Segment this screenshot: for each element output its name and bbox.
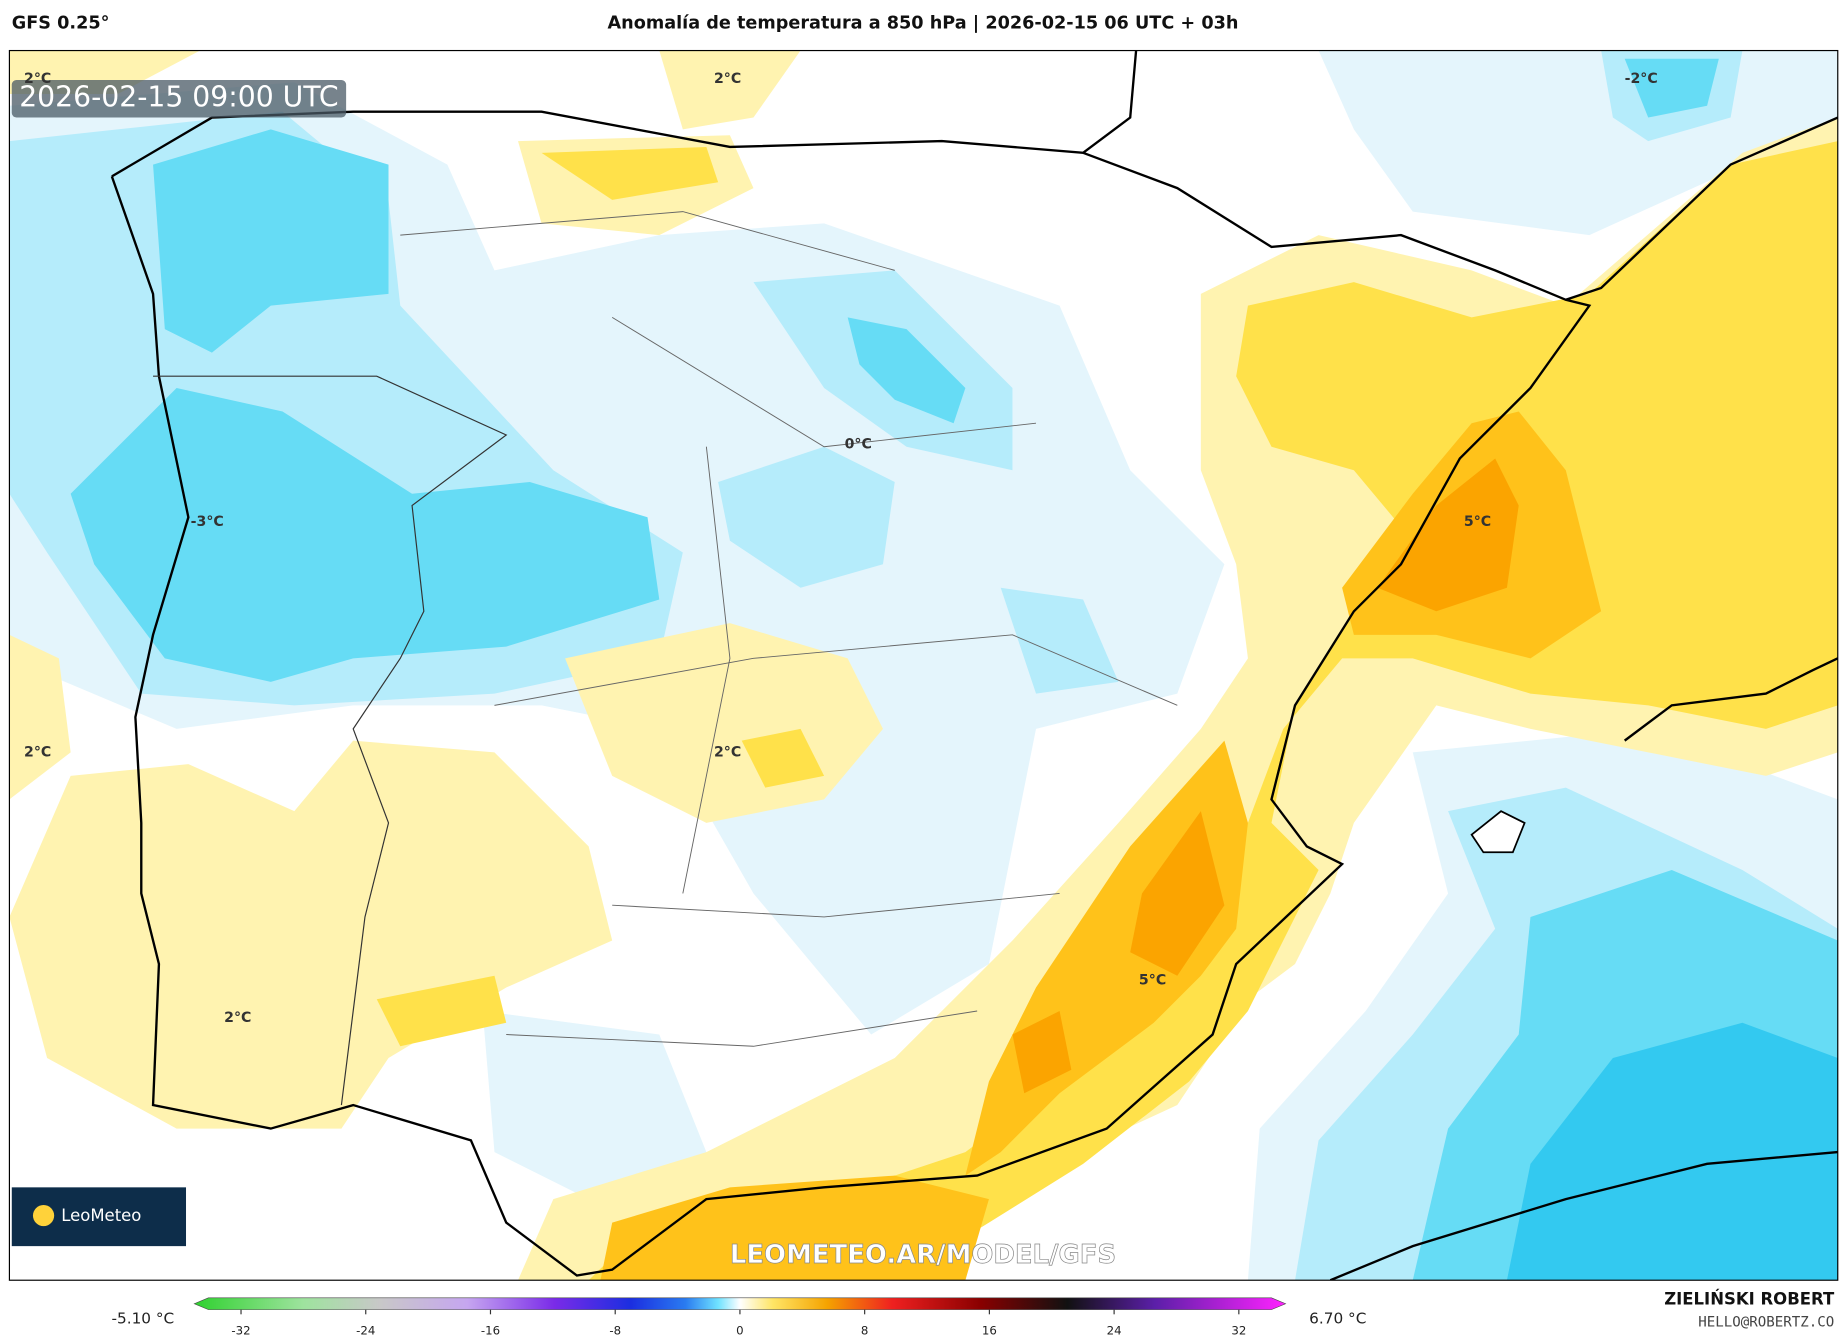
email: HELLO@ROBERTZ.CO bbox=[1698, 1315, 1834, 1331]
colorbar-tick-label: 0 bbox=[736, 1323, 743, 1337]
colorbar-tick-label: 8 bbox=[861, 1323, 868, 1337]
colorbar-tick-label: -32 bbox=[231, 1323, 250, 1337]
colorbar-max: 6.70 °C bbox=[1309, 1310, 1366, 1328]
contour-label: 2°C bbox=[714, 744, 741, 760]
contour-label: 5°C bbox=[1464, 514, 1491, 530]
contour-label: 2°C bbox=[714, 71, 741, 87]
contour-label: 0°C bbox=[845, 436, 872, 452]
contour-label: -3°C bbox=[191, 514, 224, 530]
contour-label: 2°C bbox=[224, 1010, 251, 1026]
logo: LeoMeteo bbox=[61, 1206, 141, 1225]
contour-label: 2°C bbox=[24, 71, 51, 87]
colorbar-tick-label: -24 bbox=[356, 1323, 375, 1337]
contour-label: 5°C bbox=[1139, 972, 1166, 988]
colorbar-tick-label: -16 bbox=[481, 1323, 500, 1337]
colorbar-tick-label: 32 bbox=[1231, 1323, 1246, 1337]
map-title: Anomalía de temperatura a 850 hPa | 2026… bbox=[608, 14, 1239, 34]
map bbox=[9, 50, 1838, 1281]
colorbar: -32 -24 -16 -8 0 8 16 24 32 bbox=[193, 1297, 1287, 1337]
contour-label: 2°C bbox=[24, 744, 51, 760]
contour-label: -2°C bbox=[1625, 71, 1658, 87]
colorbar-tick-label: -8 bbox=[609, 1323, 621, 1337]
model-label: GFS 0.25° bbox=[12, 14, 110, 34]
colorbar-ramp bbox=[193, 1297, 1287, 1310]
colorbar-min: -5.10 °C bbox=[111, 1310, 174, 1328]
watermark: LEOMETEO.AR/MODEL/GFS bbox=[730, 1240, 1116, 1270]
colorbar-tick-label: 24 bbox=[1107, 1323, 1122, 1337]
timestamp: 2026-02-15 09:00 UTC bbox=[19, 81, 338, 114]
author: ZIELIŃSKI ROBERT bbox=[1664, 1290, 1835, 1309]
colorbar-tick-label: 16 bbox=[982, 1323, 997, 1337]
